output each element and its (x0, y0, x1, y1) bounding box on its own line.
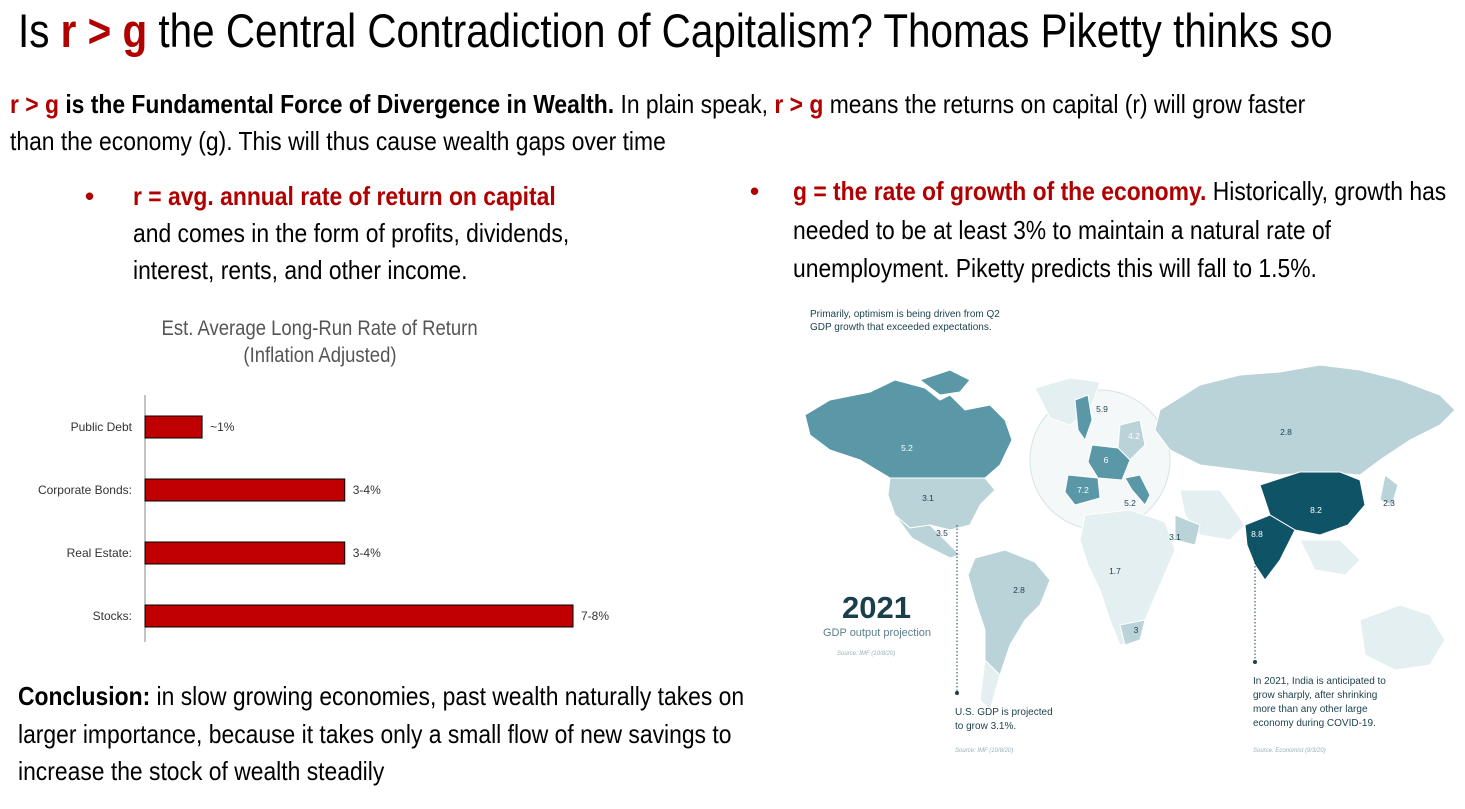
australia-shape (1359, 604, 1446, 671)
us-shape (887, 477, 996, 531)
bullet-g-body: Historically, growth has needed to be at… (793, 176, 1447, 283)
chart-title-main: Est. Average Long-Run Rate of Return (161, 317, 479, 340)
bullet-dot: • (85, 181, 95, 211)
arctic-islands-shape (918, 369, 971, 396)
intro-text-end: means the returns on capital (r) will gr… (10, 89, 1306, 156)
russia-value: 2.8 (1280, 427, 1292, 437)
bullet-r-heading: r = avg. annual rate of return on capita… (133, 181, 556, 211)
map-source: Source: IMF (10/8/20) (837, 651, 895, 657)
india-value: 8.8 (1251, 529, 1263, 539)
intro-bold-statement: is the Fundamental Force of Divergence i… (58, 89, 615, 119)
data-label: ~1% (210, 420, 235, 434)
category-label: Corporate Bonds: (38, 483, 132, 497)
title-formula: r > g (60, 4, 148, 57)
nigeria-value: 1.7 (1109, 566, 1121, 576)
bar (144, 541, 346, 565)
canada-value: 5.2 (901, 443, 913, 453)
bar (144, 478, 346, 502)
uk-shape (1074, 394, 1093, 442)
chart-title: Est. Average Long-Run Rate of Return (In… (20, 315, 620, 369)
title-suffix: the Central Contradiction of Capitalism?… (147, 4, 1333, 57)
category-label: Stocks: (93, 609, 132, 623)
brazil-shape (967, 549, 1051, 687)
germany-shape (1117, 419, 1146, 461)
us-note: U.S. GDP is projected to grow 3.1%. (955, 707, 1053, 732)
intro-text-start: In plain speak, (614, 89, 775, 119)
spain-shape (1064, 474, 1101, 506)
italy-shape (1124, 474, 1151, 506)
italy-value: 5.2 (1124, 498, 1136, 508)
map-subtitle: GDP output projection (823, 627, 931, 639)
intro-formula-inline: r > g (774, 89, 824, 119)
saudi-shape (1174, 514, 1201, 546)
us-source: Source: IMF (10/8/20) (955, 748, 1013, 754)
map-caption-top: Primarily, optimism is being driven from… (810, 309, 1000, 333)
category-label: Real Estate: (67, 546, 132, 560)
saudi-value: 3.1 (1169, 532, 1181, 542)
map-year: 2021 (842, 590, 911, 625)
bar (144, 415, 203, 439)
china-value: 8.2 (1310, 505, 1322, 515)
japan-value: 2.3 (1383, 498, 1395, 508)
bullet-dot: • (750, 176, 760, 206)
rate-of-return-chart: Est. Average Long-Run Rate of Return (In… (20, 315, 660, 660)
south-africa-value: 3 (1134, 625, 1139, 635)
mexico-value: 3.5 (936, 528, 948, 538)
france-value: 6 (1104, 455, 1109, 465)
data-label: 3-4% (353, 546, 381, 560)
data-label: 3-4% (353, 483, 381, 497)
chart-plot: Public Debt ~1% Corporate Bonds: 3-4% Real E… (38, 395, 609, 642)
india-shape (1244, 514, 1296, 581)
russia-shape (1154, 364, 1456, 476)
world-gdp-map: Primarily, optimism is being driven from… (804, 309, 1456, 754)
bullet-g-heading: g = the rate of growth of the economy. (793, 176, 1207, 206)
france-shape (1087, 444, 1131, 481)
slide-title: Is r > g the Central Contradiction of Ca… (18, 4, 1333, 58)
germany-value: 4.2 (1128, 431, 1140, 441)
conclusion-paragraph: Conclusion: in slow growing economies, p… (18, 678, 908, 791)
brazil-value: 2.8 (1013, 585, 1025, 595)
japan-shape (1379, 474, 1399, 506)
canada-shape (804, 379, 1013, 479)
southeast-asia-shape (1299, 539, 1361, 576)
south-africa-shape (1119, 619, 1146, 646)
bullet-r-body: and comes in the form of profits, divide… (133, 218, 570, 285)
category-label: Public Debt (71, 420, 133, 434)
mexico-shape (894, 514, 961, 559)
intro-formula: r > g (10, 89, 59, 119)
india-source: Source: Economist (9/3/20) (1253, 748, 1326, 754)
uk-value: 5.9 (1096, 404, 1108, 414)
chart-subtitle: (Inflation Adjusted) (243, 344, 397, 367)
us-value: 3.1 (922, 493, 934, 503)
conclusion-label: Conclusion: (18, 681, 151, 711)
argentina-shape (979, 658, 1001, 711)
india-note: In 2021, India is anticipated to grow sha… (1253, 676, 1386, 729)
bar (144, 604, 574, 628)
spain-value: 7.2 (1077, 485, 1089, 495)
india-callout-dot (1253, 660, 1257, 664)
us-callout-dot (955, 691, 959, 695)
data-label: 7-8% (581, 609, 609, 623)
intro-paragraph: r > g is the Fundamental Force of Diverg… (10, 86, 1465, 160)
title-prefix: Is (18, 4, 61, 57)
conclusion-text: in slow growing economies, past wealth n… (18, 681, 745, 786)
